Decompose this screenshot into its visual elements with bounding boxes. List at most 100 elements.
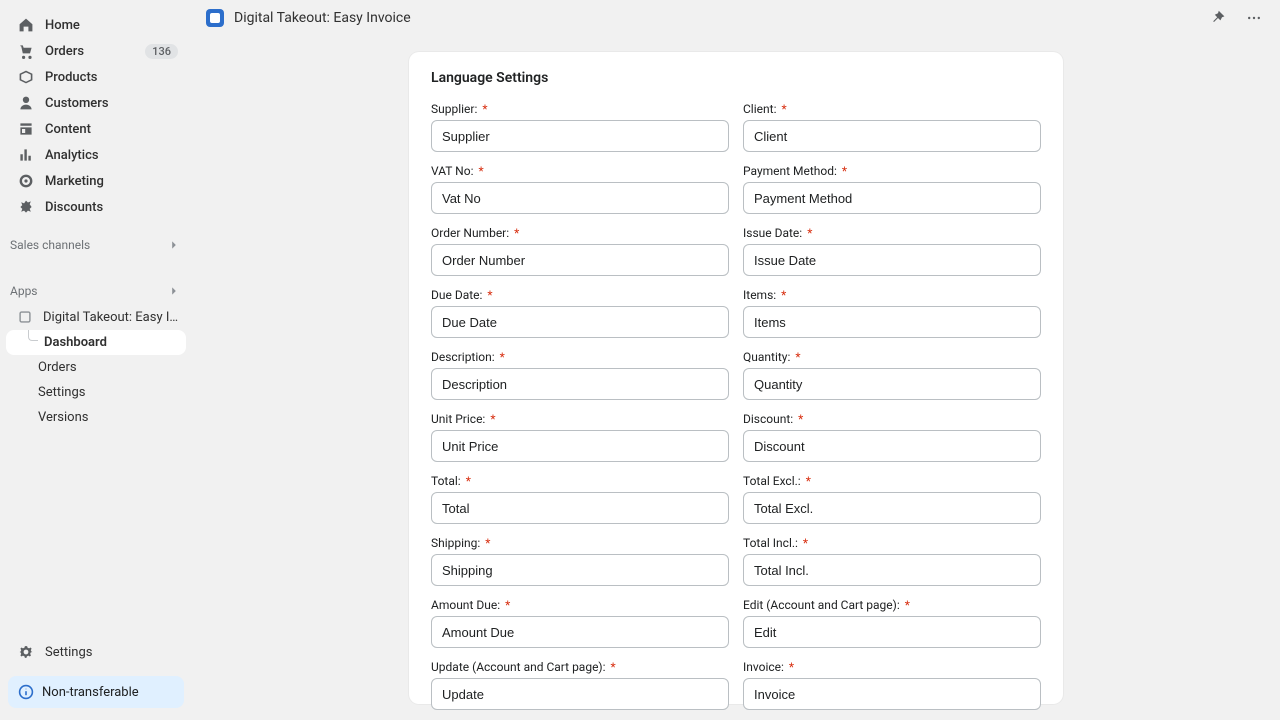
amount-due-input[interactable] bbox=[431, 616, 729, 648]
sidebar-settings[interactable]: Settings bbox=[0, 638, 192, 666]
field-description: Description: * bbox=[431, 350, 729, 400]
required-indicator: * bbox=[505, 598, 510, 612]
sidebar-item-orders[interactable]: Orders 136 bbox=[0, 38, 192, 64]
sidebar: Home Orders 136 Products Customers Conte… bbox=[0, 0, 192, 720]
sidebar-item-label: Orders bbox=[38, 360, 77, 375]
field-label: Shipping: * bbox=[431, 536, 729, 550]
field-label: Total: * bbox=[431, 474, 729, 488]
products-icon bbox=[18, 69, 34, 85]
sidebar-item-label: Analytics bbox=[45, 148, 99, 163]
field-client: Client: * bbox=[743, 102, 1041, 152]
shipping-input[interactable] bbox=[431, 554, 729, 586]
field-label: Items: * bbox=[743, 288, 1041, 302]
edit-input[interactable] bbox=[743, 616, 1041, 648]
app-item-icon bbox=[18, 309, 32, 325]
orders-icon bbox=[18, 43, 34, 59]
required-indicator: * bbox=[781, 102, 786, 116]
order-number-input[interactable] bbox=[431, 244, 729, 276]
required-indicator: * bbox=[478, 164, 483, 178]
sidebar-subitem-dashboard[interactable]: Dashboard bbox=[6, 330, 186, 355]
sidebar-subitem-orders[interactable]: Orders bbox=[0, 355, 192, 380]
required-indicator: * bbox=[611, 660, 616, 674]
unit-price-input[interactable] bbox=[431, 430, 729, 462]
sidebar-subitem-settings[interactable]: Settings bbox=[0, 380, 192, 405]
sidebar-item-label: Home bbox=[45, 18, 80, 33]
main: Digital Takeout: Easy Invoice Language S… bbox=[192, 0, 1280, 720]
field-label: Edit (Account and Cart page): * bbox=[743, 598, 1041, 612]
sidebar-item-home[interactable]: Home bbox=[0, 12, 192, 38]
sidebar-item-marketing[interactable]: Marketing bbox=[0, 168, 192, 194]
client-input[interactable] bbox=[743, 120, 1041, 152]
field-label: Due Date: * bbox=[431, 288, 729, 302]
field-total-excl: Total Excl.: * bbox=[743, 474, 1041, 524]
invoice-input[interactable] bbox=[743, 678, 1041, 710]
required-indicator: * bbox=[490, 412, 495, 426]
section-label: Apps bbox=[10, 284, 38, 298]
discount-input[interactable] bbox=[743, 430, 1041, 462]
sidebar-item-label: Customers bbox=[45, 96, 109, 111]
marketing-icon bbox=[18, 173, 34, 189]
vat-no-input[interactable] bbox=[431, 182, 729, 214]
field-issue-date: Issue Date: * bbox=[743, 226, 1041, 276]
field-label: VAT No: * bbox=[431, 164, 729, 178]
issue-date-input[interactable] bbox=[743, 244, 1041, 276]
required-indicator: * bbox=[795, 350, 800, 364]
payment-method-input[interactable] bbox=[743, 182, 1041, 214]
discounts-icon bbox=[18, 199, 34, 215]
field-order-number: Order Number: * bbox=[431, 226, 729, 276]
orders-badge: 136 bbox=[145, 44, 178, 59]
sidebar-item-customers[interactable]: Customers bbox=[0, 90, 192, 116]
sidebar-item-content[interactable]: Content bbox=[0, 116, 192, 142]
sidebar-app-item[interactable]: Digital Takeout: Easy Invoi... bbox=[0, 304, 192, 330]
sidebar-item-analytics[interactable]: Analytics bbox=[0, 142, 192, 168]
field-label: Unit Price: * bbox=[431, 412, 729, 426]
sidebar-item-products[interactable]: Products bbox=[0, 64, 192, 90]
required-indicator: * bbox=[842, 164, 847, 178]
field-payment-method: Payment Method: * bbox=[743, 164, 1041, 214]
field-label: Client: * bbox=[743, 102, 1041, 116]
field-label: Total Incl.: * bbox=[743, 536, 1041, 550]
content-icon bbox=[18, 121, 34, 137]
field-label: Amount Due: * bbox=[431, 598, 729, 612]
sales-channels-header[interactable]: Sales channels bbox=[0, 232, 192, 258]
field-total: Total: * bbox=[431, 474, 729, 524]
more-icon[interactable] bbox=[1242, 6, 1266, 30]
page-title: Digital Takeout: Easy Invoice bbox=[234, 10, 411, 26]
sidebar-item-label: Settings bbox=[45, 645, 92, 660]
required-indicator: * bbox=[803, 536, 808, 550]
field-label: Invoice: * bbox=[743, 660, 1041, 674]
total-input[interactable] bbox=[431, 492, 729, 524]
field-discount: Discount: * bbox=[743, 412, 1041, 462]
total-incl-input[interactable] bbox=[743, 554, 1041, 586]
required-indicator: * bbox=[798, 412, 803, 426]
required-indicator: * bbox=[514, 226, 519, 240]
language-settings-card: Language Settings Supplier: *Client: *VA… bbox=[409, 52, 1063, 704]
field-label: Description: * bbox=[431, 350, 729, 364]
due-date-input[interactable] bbox=[431, 306, 729, 338]
required-indicator: * bbox=[482, 102, 487, 116]
non-transferable-badge[interactable]: Non-transferable bbox=[8, 676, 184, 708]
total-excl-input[interactable] bbox=[743, 492, 1041, 524]
required-indicator: * bbox=[806, 474, 811, 488]
sidebar-item-label: Discounts bbox=[45, 200, 103, 215]
sidebar-subitem-versions[interactable]: Versions bbox=[0, 405, 192, 430]
update-input[interactable] bbox=[431, 678, 729, 710]
pin-icon[interactable] bbox=[1206, 6, 1230, 30]
items-input[interactable] bbox=[743, 306, 1041, 338]
sidebar-item-label: Digital Takeout: Easy Invoi... bbox=[43, 310, 182, 325]
sidebar-item-label: Versions bbox=[38, 410, 88, 425]
field-label: Issue Date: * bbox=[743, 226, 1041, 240]
description-input[interactable] bbox=[431, 368, 729, 400]
quantity-input[interactable] bbox=[743, 368, 1041, 400]
chevron-right-icon bbox=[168, 239, 180, 251]
field-label: Update (Account and Cart page): * bbox=[431, 660, 729, 674]
apps-header[interactable]: Apps bbox=[0, 278, 192, 304]
info-icon bbox=[18, 684, 34, 700]
sidebar-item-label: Orders bbox=[45, 44, 84, 59]
field-label: Quantity: * bbox=[743, 350, 1041, 364]
field-unit-price: Unit Price: * bbox=[431, 412, 729, 462]
sidebar-item-discounts[interactable]: Discounts bbox=[0, 194, 192, 220]
field-label: Total Excl.: * bbox=[743, 474, 1041, 488]
supplier-input[interactable] bbox=[431, 120, 729, 152]
sidebar-item-label: Dashboard bbox=[44, 335, 107, 350]
